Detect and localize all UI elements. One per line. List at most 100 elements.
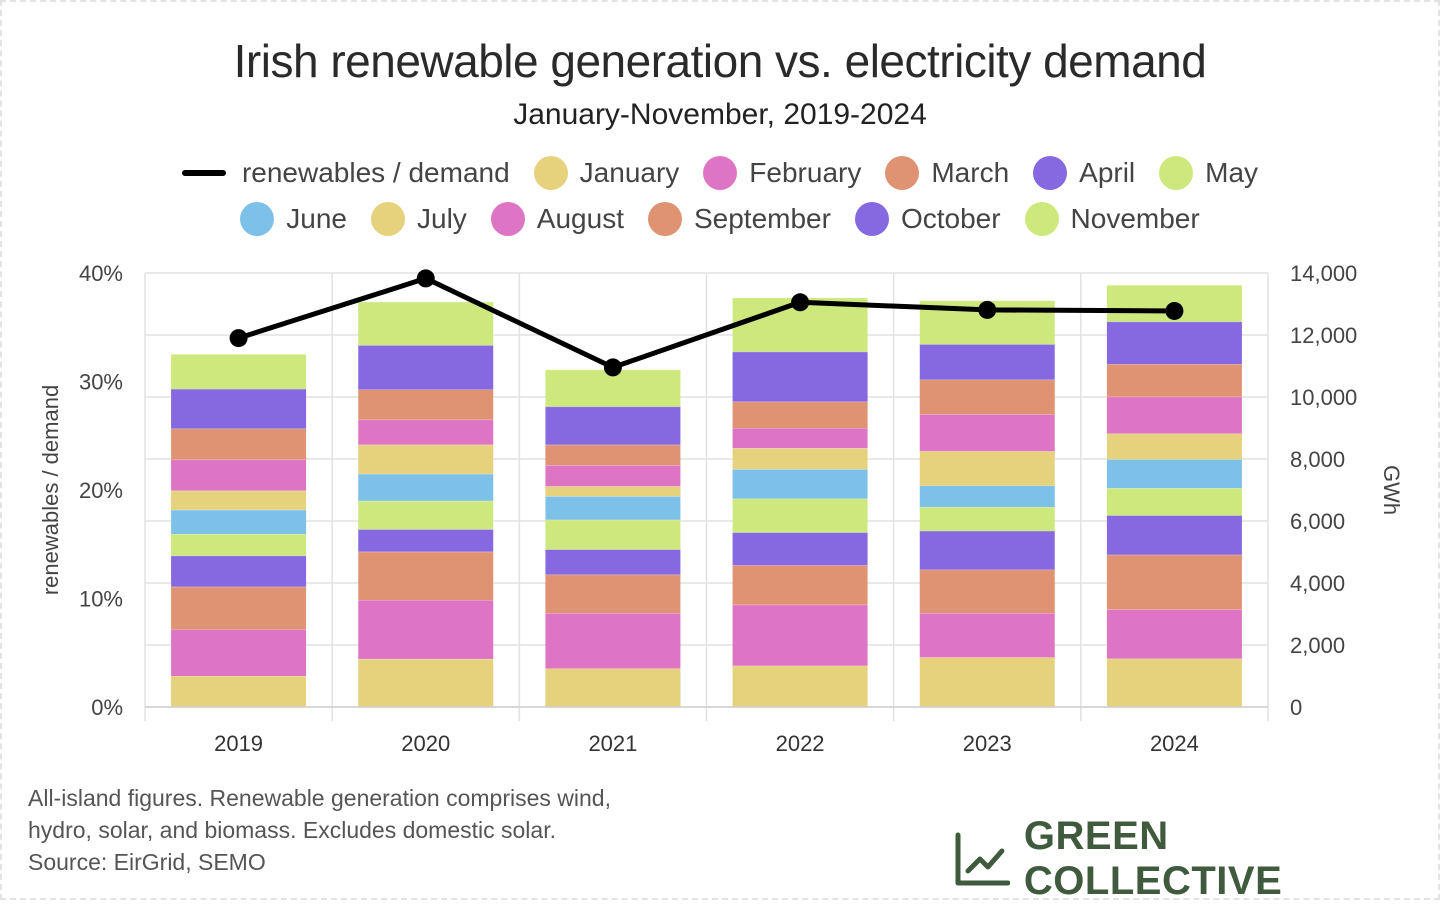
- y-left-tick-label: 0%: [91, 695, 123, 720]
- y-left-tick-label: 20%: [79, 478, 123, 503]
- bar-segment: [1106, 554, 1242, 610]
- bar-segment: [732, 498, 868, 533]
- bar-segment: [545, 668, 681, 707]
- legend-item-july[interactable]: July: [371, 202, 467, 236]
- y-right-tick-label: 12,000: [1290, 323, 1357, 348]
- bar-segment: [358, 529, 494, 552]
- legend-line-swatch: [181, 170, 226, 176]
- bar-segment: [171, 555, 307, 587]
- bar-segment: [358, 345, 494, 390]
- trend-chart-icon: [955, 832, 1010, 886]
- bar-segment: [545, 486, 681, 497]
- bar-segment: [171, 490, 307, 510]
- bar-segment: [358, 419, 494, 445]
- legend-label: June: [286, 203, 347, 234]
- y-right-tick-label: 14,000: [1290, 261, 1357, 286]
- y-right-tick-label: 4,000: [1290, 571, 1345, 596]
- bar-segment: [919, 379, 1055, 415]
- legend-item-april[interactable]: April: [1033, 156, 1135, 190]
- bar-segment: [732, 532, 868, 566]
- legend-item-august[interactable]: August: [490, 202, 624, 236]
- bar-segment: [1106, 515, 1242, 555]
- bar-segment: [1106, 433, 1242, 460]
- bar-segment: [545, 496, 681, 520]
- legend-swatch: [1033, 156, 1068, 190]
- x-tick-label: 2022: [776, 731, 825, 756]
- bar-segment: [545, 406, 681, 445]
- x-tick-label: 2021: [588, 731, 637, 756]
- bar-segment: [358, 301, 494, 346]
- y-right-tick-label: 0: [1290, 695, 1302, 720]
- legend-item-october[interactable]: October: [854, 202, 1001, 236]
- line-series-point: [791, 293, 810, 312]
- legend-label: January: [579, 157, 680, 188]
- legend-item-may[interactable]: May: [1159, 156, 1258, 190]
- bar-segment: [919, 569, 1055, 614]
- x-tick-label: 2023: [963, 731, 1012, 756]
- chart-subtitle: January-November, 2019-2024: [513, 98, 927, 131]
- footnote-line: All-island figures. Renewable generation…: [28, 785, 611, 811]
- line-series-point: [229, 329, 248, 348]
- bar-segment: [1106, 609, 1242, 659]
- chart-title: Irish renewable generation vs. electrici…: [233, 35, 1207, 87]
- bar-segment: [1106, 658, 1242, 707]
- legend-swatch: [533, 156, 568, 190]
- bar-segment: [732, 351, 868, 402]
- bar-segment: [358, 551, 494, 601]
- bar-segment: [919, 344, 1055, 380]
- bar-segment: [919, 485, 1055, 508]
- legend-item-june[interactable]: June: [240, 202, 347, 236]
- y-left-axis-title: renewables / demand: [38, 385, 63, 595]
- bar-segment: [358, 473, 494, 501]
- bar-segment: [171, 354, 307, 389]
- legend-label: February: [749, 157, 862, 188]
- bar-segment: [732, 565, 868, 605]
- bar-segment: [919, 414, 1055, 452]
- legend-item-january[interactable]: January: [533, 156, 680, 190]
- legend-swatch: [490, 202, 525, 236]
- legend-item-february[interactable]: February: [703, 156, 861, 190]
- legend-item-march[interactable]: March: [885, 156, 1009, 190]
- legend-item-november[interactable]: November: [1024, 202, 1200, 236]
- legend-swatch: [854, 202, 889, 236]
- bar-segment: [545, 574, 681, 614]
- bar-segment: [1106, 364, 1242, 397]
- legend-item-september[interactable]: September: [647, 202, 831, 236]
- bar-segment: [1106, 488, 1242, 516]
- y-right-tick-label: 2,000: [1290, 633, 1345, 658]
- bar-segment: [171, 388, 307, 429]
- bar-segment: [545, 549, 681, 575]
- line-series-point: [416, 269, 435, 288]
- footnote: All-island figures. Renewable generation…: [28, 782, 611, 878]
- bar-segment: [732, 665, 868, 707]
- brand-logo: GREEN COLLECTIVE: [954, 814, 1438, 904]
- legend-swatch: [1159, 156, 1194, 190]
- legend-swatch: [240, 202, 275, 236]
- x-tick-label: 2019: [214, 731, 263, 756]
- bar-segment: [919, 451, 1055, 486]
- legend-swatch: [885, 156, 920, 190]
- bar-segment: [1106, 321, 1242, 365]
- footnote-line: Source: EirGrid, SEMO: [28, 849, 266, 875]
- brand-name: GREEN COLLECTIVE: [1023, 814, 1283, 903]
- bar-segment: [919, 507, 1055, 531]
- legend-label: November: [1070, 203, 1200, 234]
- y-right-tick-label: 8,000: [1290, 447, 1345, 472]
- bar-segment: [545, 465, 681, 487]
- y-right-axis-title: GWh: [1379, 465, 1404, 515]
- legend-swatch: [1024, 202, 1059, 236]
- bar-segment: [171, 534, 307, 556]
- bar-segment: [171, 459, 307, 491]
- legend-item-line[interactable]: renewables / demand: [181, 157, 510, 189]
- y-left-tick-label: 40%: [79, 261, 123, 286]
- bar-segment: [358, 658, 494, 707]
- bar-segment: [1106, 459, 1242, 489]
- bar-segment: [732, 469, 868, 499]
- legend-row-1: renewables / demand January February Mar…: [2, 156, 1438, 190]
- x-tick-label: 2024: [1150, 731, 1199, 756]
- legend-label: August: [536, 203, 624, 234]
- legend-label: July: [417, 203, 467, 234]
- legend-swatch: [703, 156, 738, 190]
- bar-segment: [545, 519, 681, 550]
